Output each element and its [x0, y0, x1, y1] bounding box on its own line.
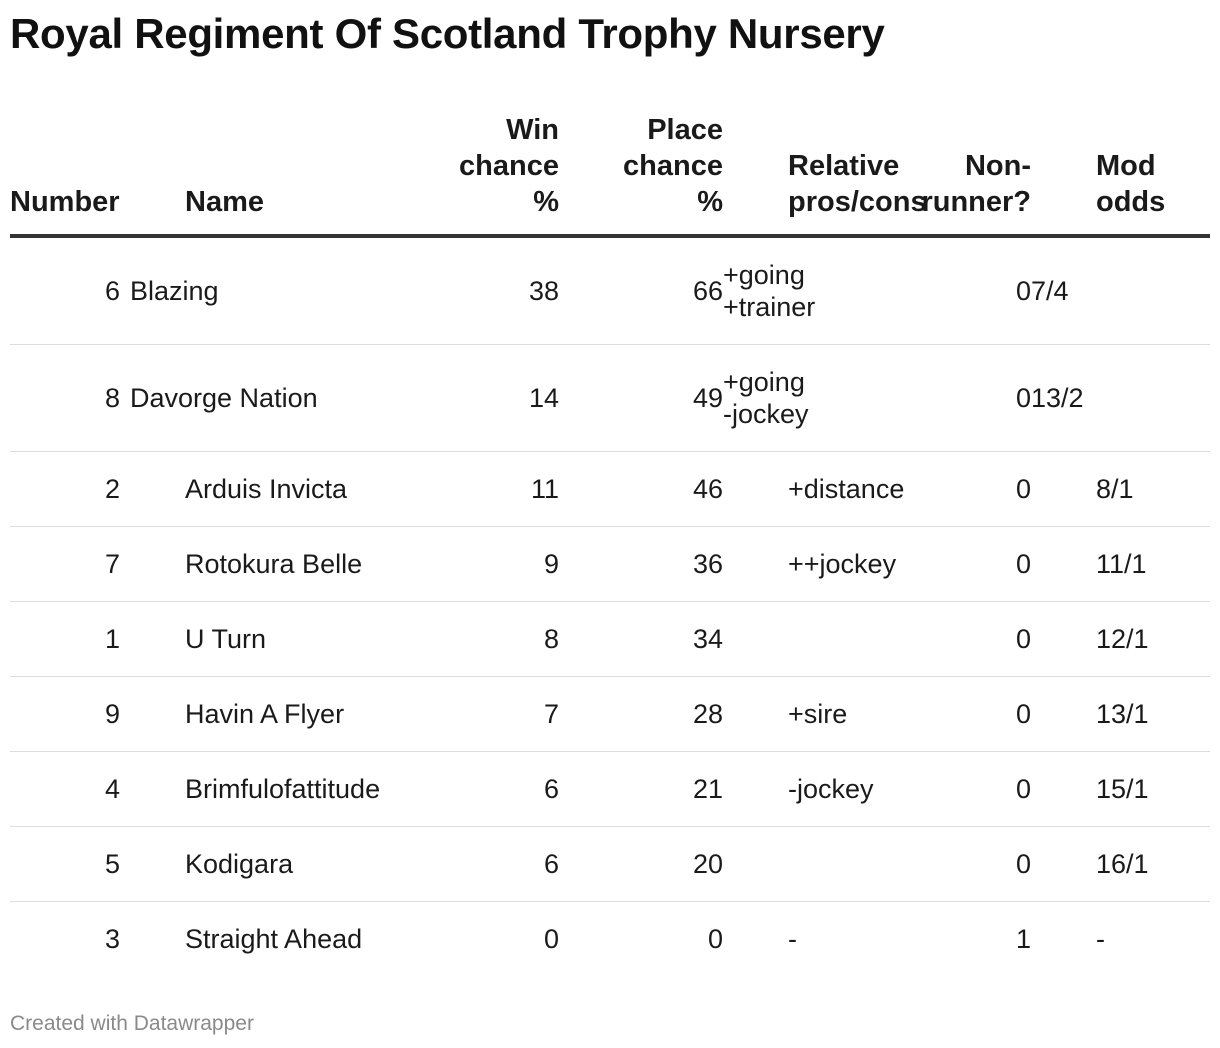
header-name[interactable]: Name [130, 112, 385, 238]
relative-line: +going [723, 260, 805, 290]
cell-name: Brimfulofattitude [130, 751, 385, 827]
cell-number: 8 [10, 344, 130, 452]
cell-place-chance: 28 [559, 676, 723, 752]
cell-place-chance: 20 [559, 826, 723, 902]
cell-non-runner: 0 [889, 751, 1031, 827]
cell-relative: +going -jockey [723, 344, 889, 452]
header-number[interactable]: Number [10, 112, 130, 238]
table-row: 5 Kodigara 6 20 0 16/1 [10, 826, 1210, 902]
relative-line: +going [723, 367, 805, 397]
cell-name: Kodigara [130, 826, 385, 902]
table-row: 2 Arduis Invicta 11 46 +distance 0 8/1 [10, 451, 1210, 527]
cell-number: 4 [10, 751, 130, 827]
relative-line: +sire [788, 699, 848, 729]
table-row: 8 Davorge Nation 14 49 +going -jockey 0 13/2 [10, 344, 1210, 452]
cell-number: 3 [10, 901, 130, 974]
cell-name: U Turn [130, 601, 385, 677]
cell-non-runner: 0 [889, 601, 1031, 677]
cell-name: Rotokura Belle [130, 526, 385, 602]
cell-non-runner: 0 [889, 236, 1031, 345]
cell-name: Havin A Flyer [130, 676, 385, 752]
cell-number: 9 [10, 676, 130, 752]
relative-line: +distance [788, 474, 905, 504]
header-win-chance[interactable]: Win chance % [385, 112, 559, 238]
cell-win-chance: 0 [385, 901, 559, 974]
cell-relative [723, 826, 889, 902]
cell-win-chance: 14 [385, 344, 559, 452]
cell-win-chance: 6 [385, 826, 559, 902]
cell-number: 7 [10, 526, 130, 602]
cell-number: 1 [10, 601, 130, 677]
cell-place-chance: 49 [559, 344, 723, 452]
runners-table: Number Name Win chance % Place chance % … [10, 112, 1210, 974]
cell-non-runner: 0 [889, 526, 1031, 602]
table-row: 3 Straight Ahead 0 0-1- [10, 901, 1210, 974]
cell-win-chance: 38 [385, 236, 559, 345]
cell-mod-odds: - [1031, 901, 1210, 974]
cell-win-chance: 9 [385, 526, 559, 602]
cell-win-chance: 7 [385, 676, 559, 752]
cell-relative [723, 601, 889, 677]
cell-place-chance: 66 [559, 236, 723, 345]
cell-name: Davorge Nation [130, 344, 385, 452]
cell-mod-odds: 16/1 [1031, 826, 1210, 902]
table-row: 6 Blazing 38 66 +going +trainer 0 7/4 [10, 236, 1210, 345]
cell-name: Blazing [130, 236, 385, 345]
cell-mod-odds: 11/1 [1031, 526, 1210, 602]
cell-place-chance: 46 [559, 451, 723, 527]
cell-win-chance: 8 [385, 601, 559, 677]
cell-mod-odds: 7/4 [1031, 236, 1210, 345]
cell-number: 6 [10, 236, 130, 345]
cell-non-runner: 0 [889, 676, 1031, 752]
relative-line: +trainer [723, 292, 816, 322]
table-container: Number Name Win chance % Place chance % … [10, 112, 1210, 974]
cell-mod-odds: 12/1 [1031, 601, 1210, 677]
cell-relative: +going +trainer [723, 236, 889, 345]
header-relative[interactable]: Relative pros/cons [723, 112, 927, 238]
cell-place-chance: 21 [559, 751, 723, 827]
cell-mod-odds: 13/1 [1031, 676, 1210, 752]
cell-win-chance: 6 [385, 751, 559, 827]
cell-number: 5 [10, 826, 130, 902]
cell-relative: - [723, 901, 889, 974]
cell-relative: +distance [723, 451, 905, 527]
relative-line: -jockey [788, 774, 874, 804]
cell-place-chance: 36 [559, 526, 723, 602]
cell-name: Arduis Invicta [130, 451, 385, 527]
table-body: 6 Blazing 38 66 +going +trainer 0 7/4 8 Davorge N… [10, 236, 1210, 974]
cell-non-runner: 0 [889, 344, 1031, 452]
cell-mod-odds: 15/1 [1031, 751, 1210, 827]
cell-mod-odds: 8/1 [1031, 451, 1210, 527]
header-non-runner[interactable]: Non- runner? [889, 112, 1031, 238]
cell-non-runner: 0 [889, 826, 1031, 902]
relative-line: - [788, 924, 797, 954]
chart-title: Royal Regiment Of Scotland Trophy Nurser… [10, 10, 885, 57]
cell-place-chance: 34 [559, 601, 723, 677]
table-header: Number Name Win chance % Place chance % … [10, 112, 1210, 238]
cell-relative: -jockey [723, 751, 889, 827]
table-row: 7 Rotokura Belle 9 36 ++jockey 0 11/1 [10, 526, 1210, 602]
cell-relative: ++jockey [723, 526, 897, 602]
table-row: 4 Brimfulofattitude 6 21 -jockey 0 15/1 [10, 751, 1210, 827]
footer-credit: Created with Datawrapper [10, 1012, 254, 1035]
cell-name: Straight Ahead [130, 901, 385, 974]
cell-number: 2 [10, 451, 130, 527]
cell-place-chance: 0 [559, 901, 723, 974]
cell-win-chance: 11 [385, 451, 559, 527]
cell-relative: +sire [723, 676, 889, 752]
table-row: 9 Havin A Flyer 7 28 +sire 0 13/1 [10, 676, 1210, 752]
cell-non-runner: 1 [889, 901, 1031, 974]
cell-non-runner: 0 [889, 451, 1031, 527]
relative-line: -jockey [723, 399, 809, 429]
header-mod-odds[interactable]: Mod odds [1031, 112, 1210, 238]
cell-mod-odds: 13/2 [1031, 344, 1210, 452]
header-place-chance[interactable]: Place chance % [559, 112, 723, 238]
relative-line: ++jockey [788, 549, 897, 579]
